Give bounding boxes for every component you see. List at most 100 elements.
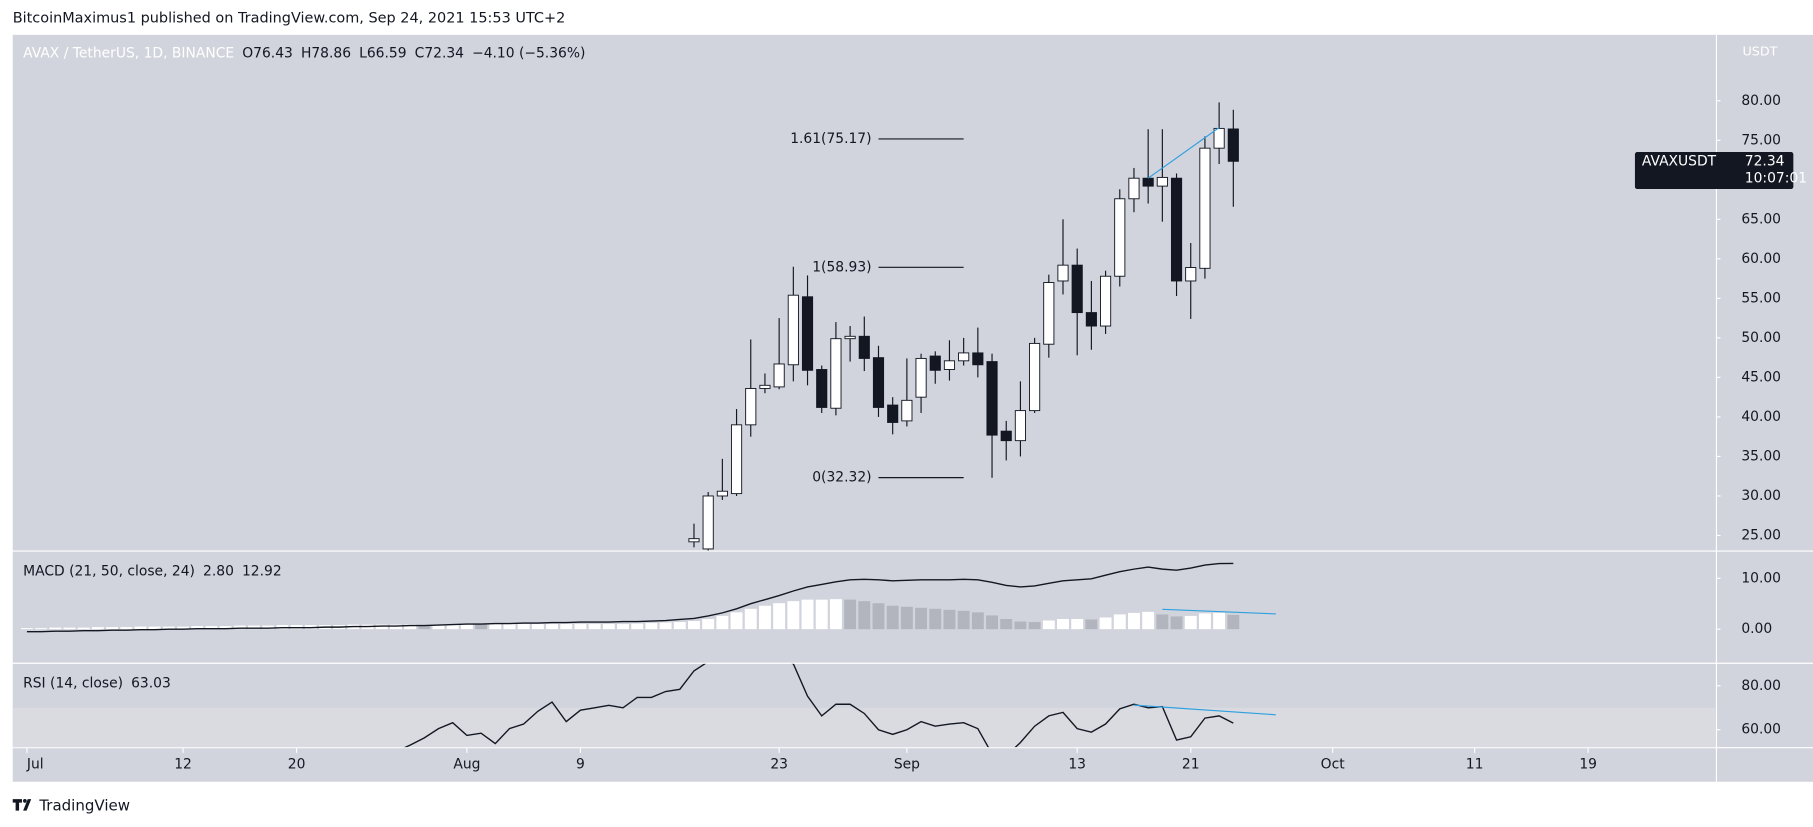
candle-body: [929, 355, 941, 371]
macd-histogram-bar: [475, 624, 488, 630]
candle-body: [801, 296, 814, 371]
last-price-symbol: AVAXUSDT: [1642, 153, 1717, 169]
x-tick-label: Sep: [894, 756, 920, 772]
macd-histogram-bar: [844, 599, 857, 630]
macd-histogram-bar: [617, 624, 629, 630]
x-tick-label: Aug: [453, 756, 480, 772]
macd-histogram-bar: [631, 623, 644, 630]
candle-body: [1100, 275, 1112, 327]
macd-histogram-bar: [1057, 618, 1069, 630]
macd-histogram-bar: [886, 605, 899, 630]
x-tick-label: 23: [770, 756, 788, 772]
tradingview-logo: [12, 798, 32, 811]
y-tick-label: 60.00: [1741, 722, 1781, 738]
candle-body: [972, 352, 984, 366]
fib-label: 0(32.32): [812, 470, 871, 486]
y-tick-label: 65.00: [1741, 211, 1781, 227]
macd-histogram-bar: [1014, 621, 1027, 630]
macd-histogram-bar: [503, 624, 516, 630]
macd-histogram-bar: [645, 623, 658, 630]
macd-histogram-bar: [248, 625, 260, 630]
candle-body: [787, 294, 799, 366]
macd-histogram-bar: [688, 621, 700, 630]
candle-body: [1156, 176, 1168, 187]
macd-histogram-bar: [35, 628, 48, 630]
candle-body: [1170, 177, 1183, 282]
macd-histogram-bar: [1213, 612, 1226, 630]
y-tick-label: 60.00: [1741, 251, 1781, 267]
y-tick-label: 80.00: [1741, 678, 1781, 694]
candle-body: [1142, 177, 1154, 187]
macd-histogram-bar: [148, 626, 161, 630]
footer-brand: TradingView: [38, 797, 130, 815]
macd-histogram-bar: [1156, 614, 1169, 630]
macd-histogram-bar: [233, 625, 246, 630]
macd-histogram-bar: [91, 627, 104, 630]
candle-body: [1085, 312, 1097, 327]
x-tick-label: Oct: [1321, 756, 1346, 772]
x-tick-label: 13: [1068, 756, 1086, 772]
macd-histogram-bar: [659, 622, 672, 630]
candle-body: [702, 495, 714, 550]
candle-body: [1185, 267, 1197, 282]
macd-histogram-bar: [787, 601, 800, 630]
macd-histogram-bar: [971, 612, 984, 630]
y-tick-label: 0.00: [1741, 621, 1772, 637]
macd-histogram-bar: [815, 599, 828, 630]
y-tick-label: 75.00: [1741, 132, 1781, 148]
candle-body: [844, 335, 856, 340]
chart-background: [12, 34, 1813, 782]
macd-histogram-bar: [560, 624, 573, 630]
macd-histogram-bar: [1028, 622, 1041, 630]
candle-body: [759, 384, 771, 389]
candle-body: [830, 338, 842, 409]
candle-body: [1043, 282, 1055, 345]
macd-histogram-bar: [602, 624, 615, 630]
legend-text: C72.34: [415, 45, 465, 61]
macd-histogram-bar: [943, 609, 956, 630]
y-tick-label: 30.00: [1741, 488, 1781, 504]
macd-histogram-bar: [829, 599, 842, 630]
macd-histogram-bar: [900, 606, 913, 630]
macd-histogram-bar: [1227, 614, 1240, 630]
macd-histogram-bar: [205, 626, 218, 630]
macd-histogram-bar: [773, 603, 786, 630]
macd-histogram-bar: [531, 624, 544, 630]
publish-info: BitcoinMaximus1 published on TradingView…: [13, 11, 566, 27]
macd-histogram-bar: [1000, 618, 1013, 630]
macd-histogram-bar: [858, 601, 871, 630]
pane-macd: [20, 562, 1276, 633]
macd-histogram-bar: [63, 627, 76, 630]
fib-label: 1(58.93): [812, 259, 871, 275]
macd-histogram-bar: [389, 624, 402, 630]
macd-histogram-bar: [1184, 615, 1197, 630]
legend-text: H78.86: [301, 45, 351, 61]
x-tick-label: 21: [1182, 756, 1200, 772]
candle-body: [872, 357, 885, 408]
macd-histogram-bar: [106, 627, 119, 630]
candle-body: [1114, 198, 1126, 277]
candle-body: [1128, 177, 1140, 200]
macd-histogram-bar: [574, 624, 587, 630]
macd-histogram-bar: [177, 626, 189, 630]
y-tick-label: 25.00: [1741, 527, 1781, 543]
x-tick-label: 12: [174, 756, 192, 772]
macd-histogram-bar: [986, 615, 998, 630]
legend-text: AVAX / TetherUS, 1D, BINANCE: [23, 45, 234, 61]
x-tick-label: 9: [576, 756, 585, 772]
candle-body: [1071, 264, 1083, 314]
macd-histogram-bar: [432, 625, 445, 630]
macd-histogram-bar: [418, 625, 431, 630]
y-tick-label: 45.00: [1741, 369, 1781, 385]
pane-rsi: [12, 663, 1716, 748]
macd-histogram-bar: [77, 627, 90, 630]
candle-body: [901, 399, 913, 422]
macd-histogram-bar: [929, 608, 942, 630]
macd-histogram-bar: [375, 624, 388, 630]
candle-body: [716, 490, 728, 497]
candle-body: [773, 363, 785, 388]
fib-label: 1.61(75.17): [790, 131, 871, 147]
x-tick-label: 11: [1466, 756, 1484, 772]
